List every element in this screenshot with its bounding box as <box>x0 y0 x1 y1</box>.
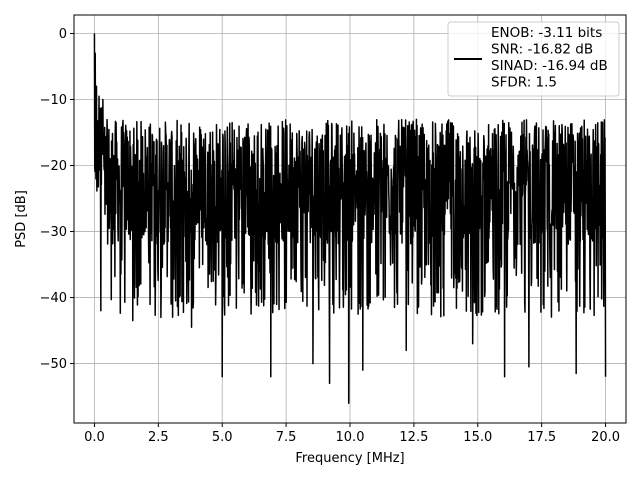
x-tick-label: 15.0 <box>463 430 492 445</box>
legend-line: SNR: -16.82 dB <box>491 42 593 58</box>
legend-line: ENOB: -3.11 bits <box>491 25 602 41</box>
y-tick-label: −50 <box>40 357 67 372</box>
x-tick-label: 7.5 <box>276 430 297 445</box>
y-tick-label: −10 <box>40 93 67 108</box>
x-axis-label: Frequency [MHz] <box>295 451 404 466</box>
x-tick-label: 10.0 <box>336 430 365 445</box>
legend-line: SFDR: 1.5 <box>491 75 557 91</box>
x-tick-label: 5.0 <box>212 430 233 445</box>
y-tick-label: −20 <box>40 159 67 174</box>
legend: ENOB: -3.11 bits SNR: -16.82 dB SINAD: -16… <box>447 21 620 97</box>
legend-line: SINAD: -16.94 dB <box>491 58 608 74</box>
x-tick-label: 0.0 <box>84 430 105 445</box>
axis-ticks: 0.0 2.5 5.0 7.5 10.0 12.5 15.0 17.5 20.0 0 −10 −20 −… <box>40 27 620 445</box>
y-tick-label: 0 <box>59 27 67 42</box>
legend-box <box>447 21 620 97</box>
y-tick-label: −40 <box>40 291 67 306</box>
y-axis-label: PSD [dB] <box>14 190 29 248</box>
x-tick-label: 17.5 <box>527 430 556 445</box>
x-tick-label: 2.5 <box>148 430 169 445</box>
legend-entry: ENOB: -3.11 bits SNR: -16.82 dB SINAD: -16… <box>491 25 608 91</box>
y-tick-label: −30 <box>40 225 67 240</box>
plot-area <box>93 33 607 404</box>
psd-series-line <box>93 33 607 404</box>
x-tick-label: 20.0 <box>591 430 620 445</box>
x-tick-label: 12.5 <box>399 430 428 445</box>
